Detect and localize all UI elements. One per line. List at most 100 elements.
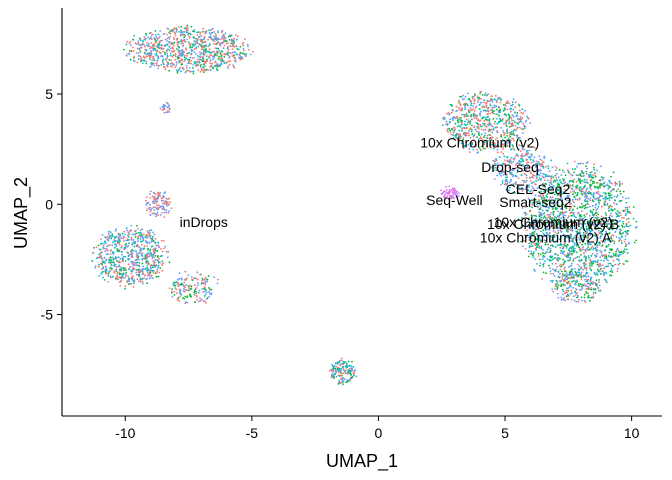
data-point (192, 64, 195, 66)
data-point (597, 259, 599, 262)
data-point (104, 250, 107, 253)
data-point (172, 47, 175, 50)
data-point (246, 43, 249, 46)
data-point (149, 54, 152, 56)
data-point (193, 48, 196, 50)
data-point (153, 196, 156, 199)
data-point (122, 259, 125, 262)
data-point (136, 269, 139, 271)
data-point (466, 103, 468, 105)
data-point (146, 236, 149, 239)
data-point (572, 280, 575, 282)
data-point (542, 265, 545, 268)
data-point (97, 265, 100, 268)
data-point (594, 172, 596, 175)
data-point (579, 162, 582, 165)
data-point (620, 214, 622, 216)
data-point (342, 380, 345, 383)
data-point (214, 61, 217, 64)
data-point (512, 98, 515, 100)
data-point (455, 105, 458, 108)
data-point (158, 257, 161, 260)
data-point (214, 38, 217, 40)
data-point (111, 235, 114, 238)
data-point (192, 30, 194, 33)
data-point (168, 107, 171, 110)
data-point (170, 41, 173, 44)
data-point (544, 175, 547, 178)
data-point (178, 31, 181, 33)
data-point (481, 94, 484, 96)
data-point (242, 41, 245, 44)
data-point (609, 262, 612, 265)
data-point (460, 95, 463, 98)
data-point (151, 277, 154, 279)
data-point (229, 60, 232, 62)
data-point (573, 201, 575, 204)
data-point (477, 126, 480, 129)
data-point (116, 277, 119, 279)
data-point (483, 99, 485, 102)
data-point (543, 156, 545, 159)
data-point (228, 63, 231, 66)
data-point (197, 45, 200, 48)
data-point (126, 40, 129, 43)
data-point (144, 254, 147, 256)
data-point (479, 102, 482, 104)
data-point (144, 57, 146, 59)
data-point (506, 101, 508, 104)
data-point (223, 35, 226, 38)
data-point (177, 50, 180, 53)
data-point (200, 282, 203, 285)
data-point (592, 296, 595, 298)
data-point (524, 248, 527, 250)
data-point (126, 238, 129, 241)
data-point (180, 30, 183, 33)
data-point (445, 189, 448, 191)
data-point (596, 169, 598, 172)
data-point (480, 128, 483, 131)
data-point (109, 270, 111, 272)
data-point (593, 181, 596, 184)
data-point (137, 55, 140, 57)
data-point (145, 255, 148, 258)
data-point (134, 259, 137, 262)
data-point (186, 67, 188, 70)
data-point (157, 204, 160, 207)
data-point (594, 247, 597, 249)
data-point (227, 67, 230, 69)
data-point (166, 111, 169, 113)
data-point (578, 285, 581, 287)
data-point (194, 42, 197, 45)
data-point (607, 262, 610, 265)
data-point (200, 39, 203, 41)
data-point (563, 253, 566, 256)
data-point (588, 264, 591, 267)
data-point (332, 374, 335, 377)
data-point (596, 207, 599, 210)
data-point (136, 252, 138, 255)
data-point (157, 241, 160, 244)
data-point (155, 259, 157, 261)
data-point (165, 250, 168, 253)
data-point (472, 97, 474, 100)
data-point (476, 152, 479, 154)
data-point (576, 165, 578, 168)
data-point (502, 117, 504, 120)
data-point (615, 236, 618, 238)
data-point (152, 191, 155, 194)
data-point (169, 54, 172, 57)
data-point (514, 129, 517, 132)
data-point (216, 66, 219, 68)
data-point (633, 241, 636, 244)
data-point (214, 43, 217, 45)
data-point (612, 234, 615, 237)
data-point (467, 92, 469, 95)
data-point (227, 42, 230, 44)
data-point (588, 205, 591, 208)
data-point (239, 58, 242, 61)
data-point (554, 174, 557, 177)
data-point (152, 231, 155, 234)
data-point (203, 45, 205, 48)
data-point (534, 247, 537, 250)
